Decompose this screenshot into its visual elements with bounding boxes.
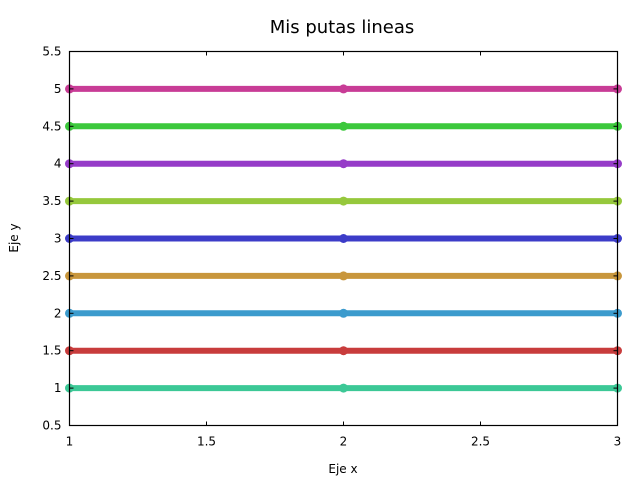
- x-axis: 1 1.5 2 2.5 3: [66, 51, 622, 449]
- series-7: [65, 159, 622, 169]
- data-point: [339, 234, 348, 243]
- y-tick-label: 1: [54, 381, 62, 395]
- series-8: [65, 121, 622, 131]
- series-3: [65, 308, 622, 318]
- y-tick-label: 4: [54, 157, 62, 171]
- y-tick-label: 2: [54, 306, 62, 320]
- y-axis: 0.5 1 1.5 2 2.5 3 3.5 4 4.5 5 5.5: [42, 45, 618, 433]
- series-4: [65, 271, 622, 281]
- y-tick-label: 5.5: [42, 45, 61, 59]
- series-5: [65, 234, 622, 243]
- y-tick-label: 3.5: [42, 194, 61, 208]
- data-point: [339, 383, 348, 393]
- data-point: [339, 196, 348, 206]
- data-point: [339, 308, 348, 318]
- series-1: [65, 383, 622, 393]
- y-tick-label: 3: [54, 232, 62, 246]
- data-point: [339, 159, 348, 169]
- y-tick-label: 0.5: [42, 419, 61, 433]
- chart-title: Mis putas lineas: [270, 17, 415, 38]
- y-axis-label: Eje y: [7, 223, 21, 252]
- x-axis-label: Eje x: [328, 462, 357, 476]
- y-tick-label: 4.5: [42, 119, 61, 133]
- series-layer: [65, 84, 622, 393]
- data-point: [339, 121, 348, 131]
- x-tick-label: 3: [614, 435, 622, 449]
- series-2: [65, 346, 622, 356]
- x-tick-label: 2: [340, 435, 348, 449]
- data-point: [339, 84, 348, 94]
- data-point: [339, 271, 348, 281]
- x-tick-label: 1: [66, 435, 74, 449]
- x-tick-label: 1.5: [197, 435, 216, 449]
- series-9: [65, 84, 622, 94]
- y-tick-label: 5: [54, 82, 62, 96]
- data-point: [339, 346, 348, 356]
- series-6: [65, 196, 622, 206]
- y-tick-label: 2.5: [42, 269, 61, 283]
- y-tick-label: 1.5: [42, 344, 61, 358]
- x-tick-label: 2.5: [471, 435, 490, 449]
